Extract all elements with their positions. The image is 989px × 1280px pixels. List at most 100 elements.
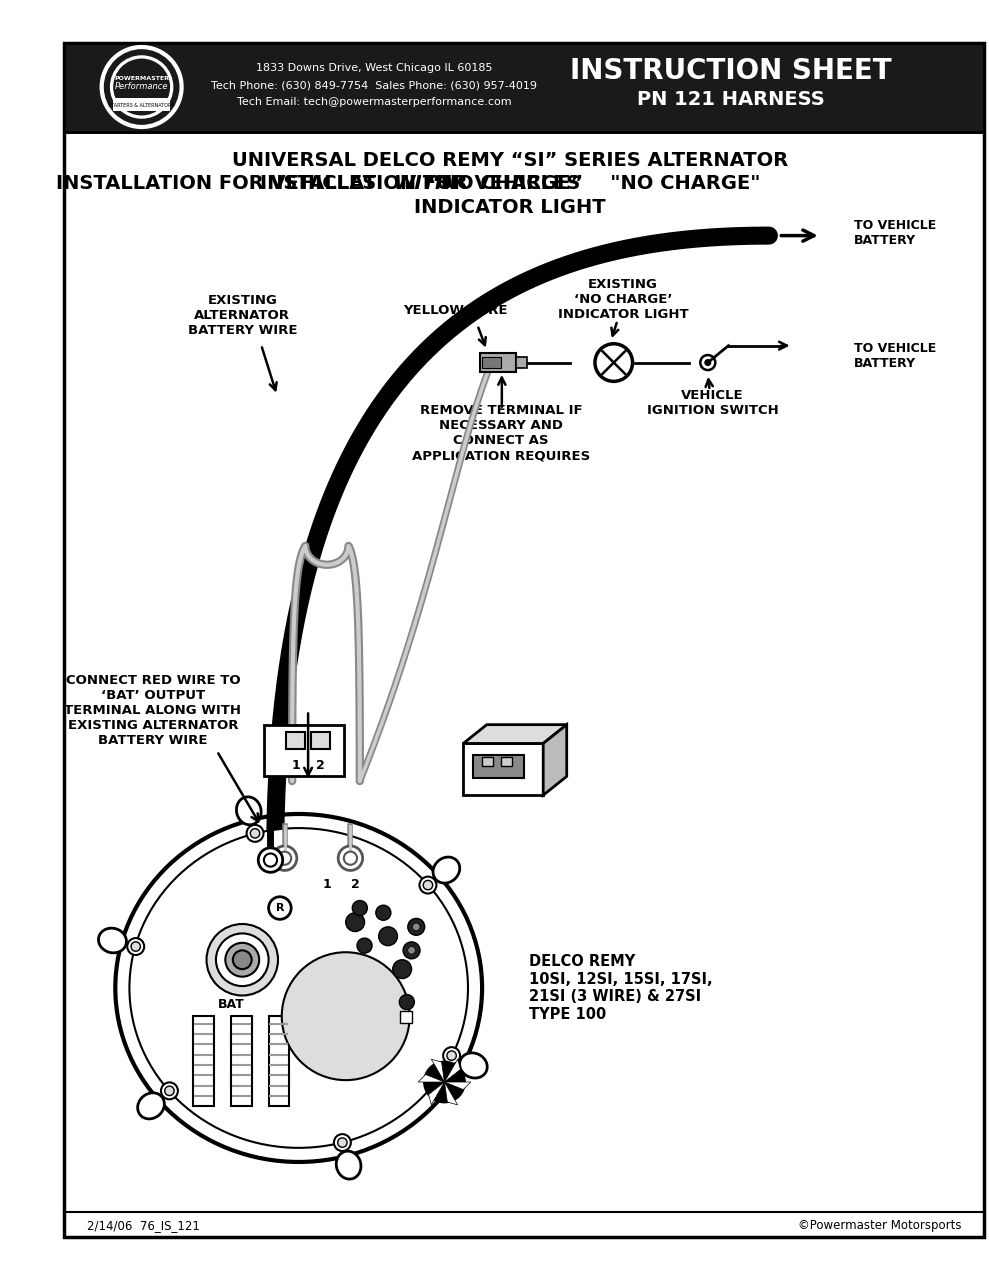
Ellipse shape bbox=[137, 1093, 164, 1119]
Circle shape bbox=[278, 851, 291, 865]
Bar bbox=[194, 1016, 214, 1106]
Circle shape bbox=[407, 918, 424, 936]
Text: 1: 1 bbox=[292, 759, 301, 772]
Circle shape bbox=[103, 49, 180, 125]
Bar bbox=[287, 732, 306, 749]
Circle shape bbox=[447, 1051, 456, 1060]
Circle shape bbox=[250, 828, 260, 838]
Text: STARTERS & ALTERNATORS: STARTERS & ALTERNATORS bbox=[109, 104, 175, 109]
Bar bbox=[473, 755, 524, 778]
Circle shape bbox=[338, 846, 363, 870]
Circle shape bbox=[165, 1087, 174, 1096]
Bar bbox=[463, 744, 543, 795]
Ellipse shape bbox=[99, 928, 127, 952]
Circle shape bbox=[346, 913, 365, 932]
Circle shape bbox=[207, 924, 278, 996]
Text: ©Powermaster Motorsports: ©Powermaster Motorsports bbox=[798, 1220, 961, 1233]
Ellipse shape bbox=[433, 858, 460, 883]
Circle shape bbox=[232, 950, 251, 969]
Circle shape bbox=[400, 995, 414, 1010]
Circle shape bbox=[225, 943, 259, 977]
Circle shape bbox=[334, 1134, 351, 1151]
Polygon shape bbox=[428, 1082, 444, 1105]
Text: INSTRUCTION SHEET: INSTRUCTION SHEET bbox=[571, 58, 892, 84]
Circle shape bbox=[269, 897, 291, 919]
Polygon shape bbox=[444, 1082, 458, 1105]
Text: BAT: BAT bbox=[218, 998, 244, 1011]
Bar bbox=[481, 353, 516, 372]
Text: “NO CHARGE”: “NO CHARGE” bbox=[428, 174, 584, 193]
Text: 2: 2 bbox=[351, 878, 359, 891]
Circle shape bbox=[161, 1083, 178, 1100]
Bar bbox=[231, 1016, 251, 1106]
Polygon shape bbox=[444, 1082, 471, 1089]
Text: TO VEHICLE
BATTERY: TO VEHICLE BATTERY bbox=[854, 342, 936, 370]
Circle shape bbox=[705, 360, 711, 365]
Ellipse shape bbox=[116, 814, 482, 1162]
Text: INSTALLATION FOR VEHICLES       "NO CHARGE": INSTALLATION FOR VEHICLES "NO CHARGE" bbox=[260, 174, 761, 193]
Ellipse shape bbox=[336, 1151, 361, 1179]
Text: CONNECT RED WIRE TO
‘BAT’ OUTPUT
TERMINAL ALONG WITH
EXISTING ALTERNATOR
BATTERY: CONNECT RED WIRE TO ‘BAT’ OUTPUT TERMINA… bbox=[64, 675, 241, 748]
Bar bbox=[264, 724, 344, 777]
Text: WITH: WITH bbox=[394, 174, 452, 193]
Bar bbox=[500, 756, 512, 765]
Ellipse shape bbox=[130, 828, 468, 1148]
Text: TO VEHICLE
BATTERY: TO VEHICLE BATTERY bbox=[854, 219, 936, 247]
Text: EXISTING
ALTERNATOR
BATTERY WIRE: EXISTING ALTERNATOR BATTERY WIRE bbox=[188, 294, 297, 337]
Circle shape bbox=[376, 905, 391, 920]
Bar bbox=[482, 357, 500, 369]
Circle shape bbox=[423, 1061, 465, 1102]
Text: INDICATOR LIGHT: INDICATOR LIGHT bbox=[414, 198, 606, 216]
Circle shape bbox=[423, 881, 432, 890]
Circle shape bbox=[357, 938, 372, 954]
Bar bbox=[311, 732, 329, 749]
Text: 1: 1 bbox=[322, 878, 331, 891]
Circle shape bbox=[258, 847, 283, 872]
Circle shape bbox=[272, 846, 297, 870]
Ellipse shape bbox=[460, 1053, 488, 1078]
Text: EXISTING
‘NO CHARGE’
INDICATOR LIGHT: EXISTING ‘NO CHARGE’ INDICATOR LIGHT bbox=[558, 278, 688, 321]
Text: 2: 2 bbox=[315, 759, 324, 772]
Circle shape bbox=[443, 1047, 460, 1064]
Text: Tech Phone: (630) 849-7754  Sales Phone: (630) 957-4019: Tech Phone: (630) 849-7754 Sales Phone: … bbox=[211, 81, 537, 90]
Text: POWERMASTER: POWERMASTER bbox=[114, 76, 169, 81]
Circle shape bbox=[216, 933, 269, 986]
Text: VEHICLE
IGNITION SWITCH: VEHICLE IGNITION SWITCH bbox=[647, 389, 778, 417]
Polygon shape bbox=[431, 1060, 444, 1082]
Circle shape bbox=[282, 952, 409, 1080]
Bar bbox=[482, 756, 494, 765]
Text: Performance: Performance bbox=[115, 82, 168, 91]
Circle shape bbox=[352, 901, 367, 915]
Text: Tech Email: tech@powermasterperformance.com: Tech Email: tech@powermasterperformance.… bbox=[236, 97, 511, 108]
Circle shape bbox=[111, 56, 173, 118]
Text: INSTALLATION FOR VEHICLES: INSTALLATION FOR VEHICLES bbox=[56, 174, 384, 193]
Circle shape bbox=[412, 923, 420, 931]
Text: R: R bbox=[276, 902, 284, 913]
Circle shape bbox=[128, 938, 144, 955]
Circle shape bbox=[407, 947, 415, 954]
Circle shape bbox=[379, 927, 398, 946]
Circle shape bbox=[404, 942, 420, 959]
Circle shape bbox=[264, 854, 277, 867]
Text: DELCO REMY
10SI, 12SI, 15SI, 17SI,
21SI (3 WIRE) & 27SI
TYPE 100: DELCO REMY 10SI, 12SI, 15SI, 17SI, 21SI … bbox=[529, 955, 713, 1021]
Circle shape bbox=[419, 877, 436, 893]
Ellipse shape bbox=[236, 797, 261, 824]
Polygon shape bbox=[444, 1060, 461, 1082]
Circle shape bbox=[100, 46, 183, 128]
Text: YELLOW WIRE: YELLOW WIRE bbox=[404, 305, 508, 317]
Text: UNIVERSAL DELCO REMY “SI” SERIES ALTERNATOR: UNIVERSAL DELCO REMY “SI” SERIES ALTERNA… bbox=[232, 151, 788, 170]
Text: REMOVE TERMINAL IF
NECESSARY AND
CONNECT AS
APPLICATION REQUIRES: REMOVE TERMINAL IF NECESSARY AND CONNECT… bbox=[411, 404, 590, 462]
Text: PN 121 HARNESS: PN 121 HARNESS bbox=[638, 90, 825, 109]
Circle shape bbox=[700, 355, 715, 370]
Circle shape bbox=[595, 344, 633, 381]
Bar bbox=[401, 1011, 411, 1023]
Bar bbox=[516, 357, 527, 369]
Polygon shape bbox=[418, 1074, 444, 1082]
Circle shape bbox=[246, 824, 263, 842]
Text: INSTALLATION FOR VEHICLES WITH "NO CHARGE": INSTALLATION FOR VEHICLES WITH "NO CHARG… bbox=[239, 174, 781, 193]
Text: 1833 Downs Drive, West Chicago IL 60185: 1833 Downs Drive, West Chicago IL 60185 bbox=[256, 63, 493, 73]
Circle shape bbox=[113, 58, 171, 116]
Bar bbox=[114, 99, 170, 111]
Text: 2/14/06  76_IS_121: 2/14/06 76_IS_121 bbox=[87, 1220, 200, 1233]
Polygon shape bbox=[463, 724, 567, 744]
